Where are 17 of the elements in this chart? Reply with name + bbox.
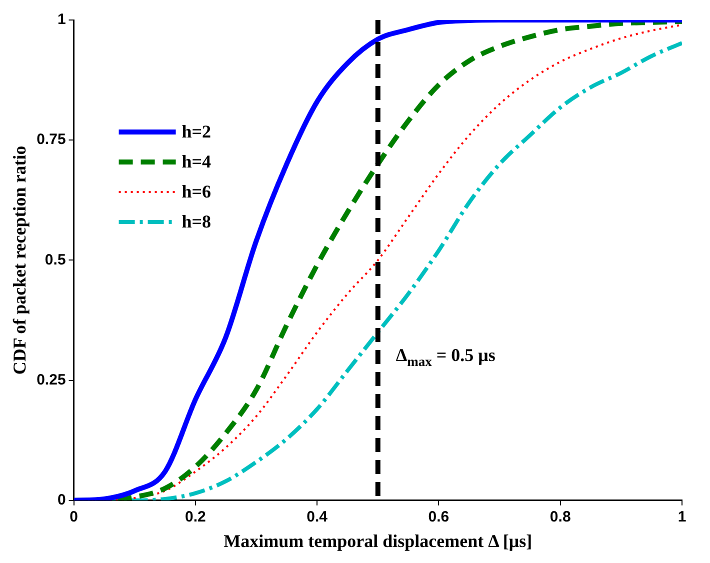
- x-axis-title: Maximum temporal displacement Δ [μs]: [224, 530, 532, 551]
- y-tick-label: 0: [57, 492, 66, 509]
- legend-label: h=8: [182, 212, 212, 232]
- x-tick-label: 0.4: [306, 508, 328, 526]
- legend-label: h=6: [182, 182, 212, 202]
- y-axis-title: CDF of packet reception ratio: [9, 146, 30, 375]
- legend-label: h=4: [182, 152, 212, 172]
- y-tick-label: 1: [57, 11, 66, 28]
- x-tick-label: 0.2: [185, 508, 206, 526]
- x-tick-label: 0: [70, 508, 78, 526]
- legend-label: h=2: [182, 122, 212, 142]
- x-tick-label: 0.6: [428, 508, 450, 526]
- y-tick-label: 0.5: [44, 251, 66, 268]
- x-tick-label: 0.8: [550, 508, 571, 526]
- y-tick-label: 0.25: [36, 371, 66, 388]
- y-tick-label: 0.75: [36, 131, 66, 148]
- x-tick-label: 1: [678, 508, 686, 526]
